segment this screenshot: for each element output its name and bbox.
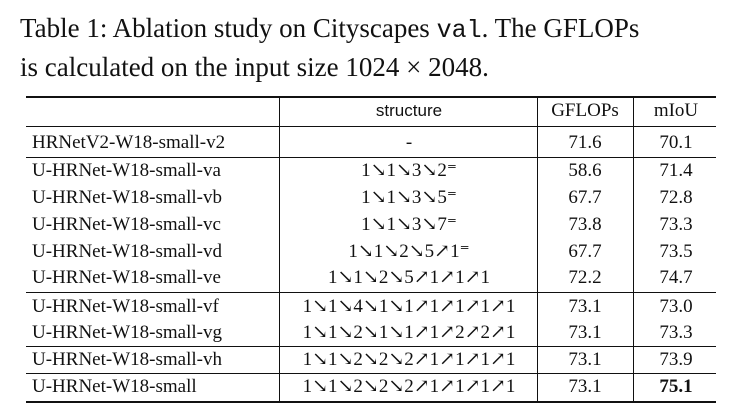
header-miou: mIoU	[653, 100, 699, 121]
row-0-gflops: 71.6	[568, 132, 602, 153]
row-8-miou: 73.9	[659, 349, 693, 370]
col-separator-2	[537, 97, 538, 402]
rule-after-baseline	[26, 157, 716, 158]
row-2-gflops: 67.7	[568, 187, 602, 208]
row-6-structure: 1↘1↘4↘1↘1↗1↗1↗1↗1	[302, 296, 516, 317]
row-5-miou: 74.7	[659, 267, 693, 288]
row-0-name: HRNetV2-W18-small-v2	[32, 132, 226, 153]
row-6-miou: 73.0	[659, 296, 693, 317]
row-2-structure: 1↘1↘3↘5⁼	[361, 187, 457, 208]
row-7-structure: 1↘1↘2↘1↘1↗1↗2↗2↗1	[302, 322, 516, 343]
caption-val-code: val	[436, 16, 482, 45]
row-4-miou: 73.5	[659, 241, 693, 262]
row-4-structure: 1↘1↘2↘5↗1⁼	[348, 241, 470, 262]
row-1-structure: 1↘1↘3↘2⁼	[361, 160, 457, 181]
caption-suffix: . The GFLOPs	[481, 13, 640, 43]
row-3-structure: 1↘1↘3↘7⁼	[361, 214, 457, 235]
row-3-name: U-HRNet-W18-small-vc	[32, 214, 221, 235]
row-1-gflops: 58.6	[568, 160, 602, 181]
header-structure: structure	[375, 101, 443, 120]
row-3-gflops: 73.8	[568, 214, 602, 235]
row-6-gflops: 73.1	[568, 296, 602, 317]
row-7-gflops: 73.1	[568, 322, 602, 343]
caption-prefix: Table 1: Ablation study on Cityscapes	[20, 13, 437, 43]
row-9-gflops: 73.1	[568, 376, 602, 397]
row-0-miou: 70.1	[659, 132, 693, 153]
col-separator-1	[279, 97, 280, 402]
row-8-name: U-HRNet-W18-small-vh	[32, 349, 222, 370]
rule-group-3	[26, 346, 716, 347]
row-8-structure: 1↘1↘2↘2↘2↗1↗1↗1↗1	[302, 349, 516, 370]
bottom-rule	[26, 401, 716, 403]
row-1-miou: 71.4	[659, 160, 693, 181]
row-5-structure: 1↘1↘2↘5↗1↗1↗1	[327, 267, 491, 288]
row-3-miou: 73.3	[659, 214, 693, 235]
row-4-gflops: 67.7	[568, 241, 602, 262]
row-9-miou: 75.1	[659, 376, 693, 397]
table-caption: Table 1: Ablation study on Cityscapes va…	[20, 10, 720, 86]
row-1-name: U-HRNet-W18-small-va	[32, 160, 221, 181]
rule-group-4	[26, 373, 716, 374]
top-rule	[26, 96, 716, 98]
row-5-gflops: 72.2	[568, 267, 602, 288]
row-6-name: U-HRNet-W18-small-vf	[32, 296, 219, 317]
row-8-gflops: 73.1	[568, 349, 602, 370]
row-5-name: U-HRNet-W18-small-ve	[32, 267, 221, 288]
row-4-name: U-HRNet-W18-small-vd	[32, 241, 222, 262]
header-gflops: GFLOPs	[551, 100, 619, 121]
row-7-name: U-HRNet-W18-small-vg	[32, 322, 222, 343]
row-2-miou: 72.8	[659, 187, 693, 208]
rule-group-2	[26, 292, 716, 293]
row-9-name: U-HRNet-W18-small	[32, 376, 197, 397]
row-7-miou: 73.3	[659, 322, 693, 343]
row-0-structure: -	[405, 132, 413, 153]
col-separator-3	[633, 97, 634, 402]
header-rule	[26, 126, 716, 127]
row-9-structure: 1↘1↘2↘2↘2↗1↗1↗1↗1	[302, 376, 516, 397]
row-2-name: U-HRNet-W18-small-vb	[32, 187, 222, 208]
caption-line2: is calculated on the input size 1024 × 2…	[20, 52, 489, 82]
